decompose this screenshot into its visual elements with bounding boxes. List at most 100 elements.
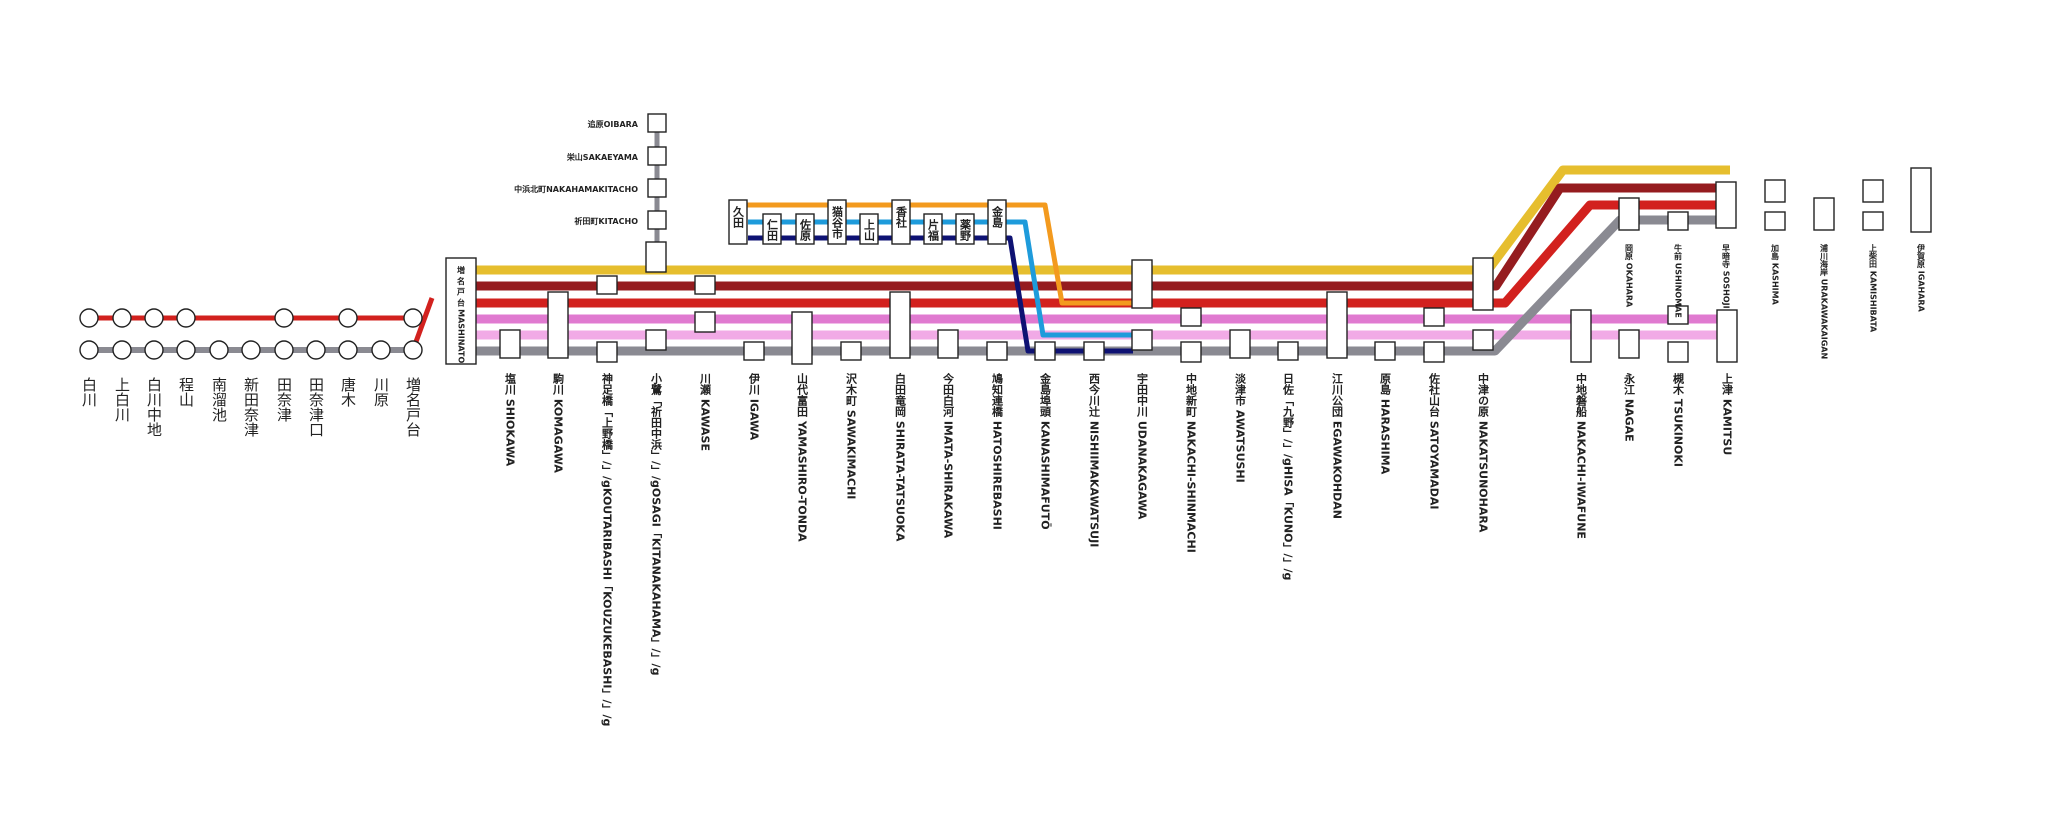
main-station-label: 伊川 IGAWA <box>748 372 762 441</box>
main-station-box <box>743 341 765 361</box>
line-skyblue <box>748 219 1133 338</box>
main-station-box <box>1618 329 1640 359</box>
left-station-upper-marker <box>79 308 99 328</box>
main-station-box <box>986 341 1008 361</box>
station-labels: 白川 上白川 白川中地 程山 南溜池 新田奈津 田奈津 田奈津口 唐木 川原 増名戸台 増 名 戸 台… <box>80 119 1926 726</box>
loop-station-box <box>728 199 748 245</box>
main-station-box <box>1374 341 1396 361</box>
main-station-box <box>937 329 959 359</box>
branch-north-station-box <box>647 210 667 230</box>
upper-station-label: 早暗寺 SOSHOJI <box>1722 244 1731 309</box>
left-station-label: 程山 <box>177 377 195 407</box>
main-station-label: 永江 NAGAE <box>1623 372 1637 442</box>
main-station-box <box>547 291 569 359</box>
main-station-label: 中地新町 NAKACHI-SHINMACHI <box>1185 372 1198 553</box>
upper-station-box <box>1618 197 1640 231</box>
main-station-box <box>1326 291 1348 359</box>
line-navy <box>748 235 1133 354</box>
main-station-label: 小鷺「祈田中浜」/」/gOSAGI「KITANAKAHAMA」/」/g <box>650 372 664 676</box>
left-station-lower-marker <box>241 340 261 360</box>
upper-station-label: 加島 KASHIMA <box>1771 243 1780 306</box>
main-station-box <box>596 275 618 295</box>
left-station-label: 上白川 <box>113 377 131 422</box>
main-station-box <box>1277 341 1299 361</box>
main-station-box <box>1472 329 1494 351</box>
main-station-box <box>1034 341 1056 361</box>
upper-station-label: 岡原 OKAHARA <box>1625 244 1634 308</box>
left-station-label: 川原 <box>372 377 390 407</box>
loop-station-label: 久田 <box>732 205 745 229</box>
main-station-box <box>1423 307 1445 327</box>
main-station-box <box>596 341 618 363</box>
branch-north-label: 中浜北町NAKAHAMAKITACHO <box>514 184 638 194</box>
left-station-upper-marker <box>274 308 294 328</box>
loop-station-label: 佐原 <box>799 218 813 242</box>
main-station-label: 金島埠頭 KANASHIMAFUTŌ <box>1039 372 1053 530</box>
branch-north-label: 栄山SAKAEYAMA <box>566 152 639 162</box>
main-station-label: 西今川辻 NISHIIMAKAWATSUJI <box>1088 373 1102 548</box>
main-station-label: 駒川 KOMAGAWA <box>552 372 566 474</box>
main-station-box <box>1472 257 1494 311</box>
left-station-upper-marker <box>403 308 423 328</box>
left-station-lower-marker <box>306 340 326 360</box>
left-station-label: 白川中地 <box>145 377 163 437</box>
main-station-label: 宇田中川 UDANAKAGAWA <box>1136 372 1150 520</box>
upper-station-box <box>1862 211 1884 231</box>
main-station-label: 神足橋「上野橋」/」/gKOUTARIBASHI「KOUZUKEBASHI」/」… <box>601 372 614 727</box>
left-station-label: 増名戸台 <box>404 377 422 437</box>
main-station-label: 鳩知連橋 HATOSHIREBASHI <box>991 372 1005 530</box>
loop-station-box <box>762 213 782 245</box>
loop-station-box <box>955 213 975 245</box>
left-station-upper-marker <box>176 308 196 328</box>
left-station-label: 田奈津口 <box>307 377 325 437</box>
upper-station-label: 浦川海岸 URAKAWAKAIGAN <box>1820 243 1829 359</box>
upper-station-box <box>1764 179 1786 203</box>
station-markers <box>79 113 1932 365</box>
left-station-upper-marker <box>112 308 132 328</box>
main-station-box <box>1131 259 1153 309</box>
left-station-lower-marker <box>176 340 196 360</box>
main-station-label: 白田竜岡 SHIRATA-TATSUOKA <box>894 372 907 542</box>
loop-station-box <box>891 199 911 245</box>
upper-station-label: 上柴田 KAMISHIBATA <box>1868 243 1878 333</box>
upper-station-box <box>1764 211 1786 231</box>
loop-station-label: 片福 <box>927 218 941 242</box>
loop-station-box <box>859 213 879 245</box>
left-station-lower-marker <box>274 340 294 360</box>
loop-station-label: 仁田 <box>766 218 779 242</box>
loop-station-label: 金島 <box>991 205 1005 229</box>
left-station-label: 唐木 <box>339 377 357 407</box>
branch-north-station-box <box>647 113 667 133</box>
left-station-label: 白川 <box>80 377 98 407</box>
main-station-box <box>1570 309 1592 363</box>
main-station-label: 上津 KAMITSU <box>1721 372 1734 456</box>
main-station-box <box>840 341 862 361</box>
upper-station-label: 伊賀原 IGAHARA <box>1917 243 1926 313</box>
main-station-label: 淡津市 AWATSUSHI <box>1234 373 1247 483</box>
terminal-label: 増 名 戸 台 MASHINATO <box>457 265 466 363</box>
branch-north-station-box <box>647 178 667 198</box>
left-station-label: 田奈津 <box>275 377 293 422</box>
loop-station-box <box>923 213 943 245</box>
left-station-lower-marker <box>144 340 164 360</box>
terminal-station-box <box>445 257 477 365</box>
main-station-label: 中津の原 NAKATSUNOHARA <box>1477 372 1490 533</box>
left-station-lower-marker <box>403 340 423 360</box>
loop-station-label: 上山 <box>863 218 876 242</box>
loop-station-label: 猫谷市 <box>831 205 844 240</box>
main-station-label: 川瀬 KAWASE <box>699 373 713 451</box>
main-station-label: 塩川 SHIOKAWA <box>504 372 518 467</box>
main-station-box <box>645 241 667 273</box>
upper-station-box <box>1667 211 1689 231</box>
main-station-box <box>791 311 813 365</box>
main-station-box <box>499 329 521 359</box>
main-station-box <box>645 329 667 351</box>
left-station-lower-marker <box>371 340 391 360</box>
main-station-box <box>1229 329 1251 359</box>
main-station-box <box>1180 341 1202 363</box>
main-station-label: 原島 HARASHIMA <box>1379 373 1392 475</box>
main-station-label: 今田白河 IMATA-SHIRAKAWA <box>942 372 956 539</box>
main-station-box <box>1716 309 1738 363</box>
line-red <box>476 200 1730 308</box>
main-station-label: 中地磐船 NAKACHI-IWAFUNE <box>1575 372 1588 539</box>
